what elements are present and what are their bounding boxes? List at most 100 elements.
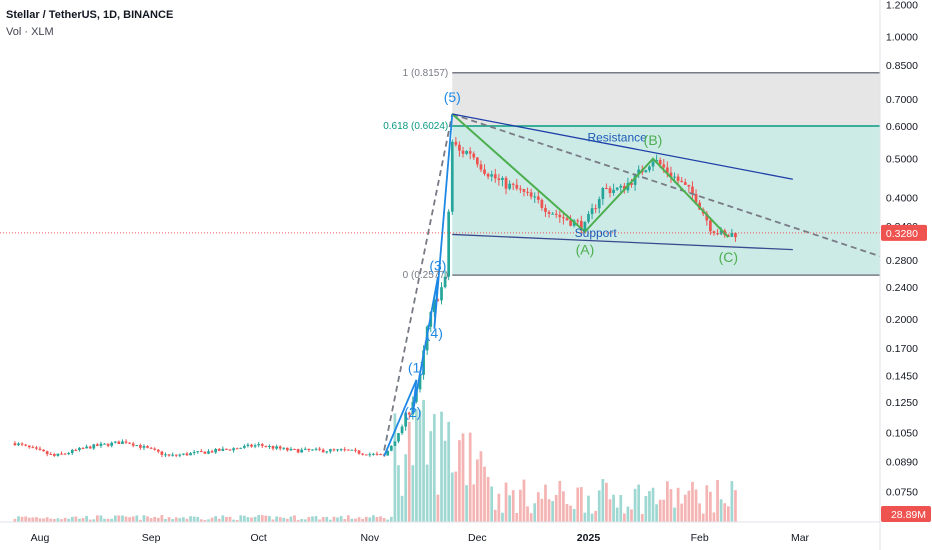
volume-bar	[465, 485, 468, 522]
volume-bar	[199, 519, 203, 522]
volume-bar	[185, 518, 189, 522]
volume-bar	[458, 440, 461, 522]
candle-body	[178, 454, 182, 456]
volume-bar	[339, 516, 343, 522]
volume-bar	[92, 519, 96, 522]
volume-bar	[13, 518, 17, 522]
volume-bar	[601, 479, 605, 522]
volume-bar	[483, 466, 486, 522]
volume-bar	[139, 519, 142, 522]
fib-level-label: 0 (0.2577)	[403, 270, 449, 281]
candle-body	[372, 453, 375, 455]
candle-body	[142, 446, 146, 448]
candle-body	[217, 448, 221, 451]
volume-bar	[325, 516, 329, 522]
volume-bar	[705, 485, 709, 522]
price-tick-label: 1.2000	[886, 0, 918, 11]
volume-bar	[131, 516, 135, 522]
candle-body	[121, 441, 124, 445]
impulse-dashed-trendline	[383, 113, 454, 451]
volume-bar	[386, 519, 390, 522]
last-price-label: 0.3280	[886, 228, 918, 240]
candle-body	[361, 453, 365, 455]
candle-body	[393, 441, 397, 446]
volume-bar	[321, 517, 325, 522]
volume-bar	[149, 517, 153, 522]
candle-body	[67, 453, 71, 455]
volume-bar	[665, 481, 669, 522]
volume-bar	[164, 519, 167, 522]
candle-body	[128, 442, 131, 444]
volume-bar	[479, 451, 483, 522]
candle-body	[78, 447, 81, 451]
price-tick-label: 0.1050	[886, 427, 918, 439]
volume-bar	[235, 519, 239, 522]
corrective-wave-path	[451, 113, 730, 238]
volume-bar	[490, 486, 494, 522]
candle-body	[346, 449, 350, 451]
volume-bar	[619, 495, 623, 522]
volume-bar	[443, 440, 447, 522]
candle-body	[526, 191, 529, 193]
volume-bar	[694, 489, 698, 522]
candle-body	[260, 444, 264, 446]
candle-body	[45, 451, 49, 455]
candle-body	[339, 449, 343, 451]
candle-body	[562, 217, 565, 219]
candle-body	[74, 449, 78, 451]
price-tick-label: 0.8500	[886, 60, 918, 72]
volume-bar	[70, 516, 74, 522]
time-axis[interactable]: Aug Sep Oct Nov Dec 2025 Feb Mar	[31, 532, 810, 544]
volume-bar	[167, 517, 171, 522]
time-tick-label: 2025	[577, 532, 601, 544]
volume-bar	[364, 516, 368, 522]
candle-body	[368, 454, 372, 456]
candle-body	[569, 220, 572, 226]
candle-body	[601, 188, 605, 200]
candle-body	[375, 453, 379, 455]
volume-bar	[196, 516, 200, 522]
candle-body	[156, 449, 160, 452]
candle-body	[508, 183, 511, 189]
volume-bar	[81, 518, 85, 522]
volume-bar	[447, 421, 451, 522]
candle-body	[24, 444, 28, 446]
volume-bar	[450, 472, 454, 522]
candle-body	[676, 176, 680, 181]
volume-bar	[372, 515, 375, 522]
volume-bar	[303, 519, 307, 522]
wave-label: (B)	[644, 132, 663, 148]
volume-bar	[225, 516, 228, 522]
candle-body	[239, 447, 243, 449]
volume-bar	[726, 506, 730, 522]
volume-bar	[400, 495, 404, 522]
candle-body	[110, 442, 114, 446]
volume-bar	[658, 499, 662, 522]
volume-bar	[63, 517, 67, 522]
candle-body	[357, 450, 361, 454]
candle-body	[658, 159, 662, 165]
volume-bar	[38, 518, 42, 522]
volume-bar	[633, 488, 637, 522]
candle-body	[655, 159, 658, 162]
candle-body	[117, 441, 121, 445]
candle-body	[314, 448, 318, 450]
candle-body	[257, 444, 261, 446]
candle-body	[576, 220, 580, 222]
price-tick-label: 0.1450	[886, 371, 918, 383]
candle-body	[88, 446, 92, 449]
volume-bar	[630, 509, 633, 522]
candle-body	[160, 451, 164, 455]
volume-bar	[128, 517, 131, 522]
candle-body	[95, 444, 99, 446]
volume-bar	[113, 515, 117, 522]
volume-bar	[691, 481, 694, 522]
wave-label: (4)	[426, 325, 443, 341]
volume-bar	[379, 516, 382, 522]
volume-bar	[626, 506, 630, 522]
candle-body	[99, 443, 103, 446]
price-tick-label: 0.2800	[886, 255, 918, 267]
drawing-labels: 1 (0.8157) 0.618 (0.6024) 0 (0.2577) Resist…	[383, 68, 738, 420]
